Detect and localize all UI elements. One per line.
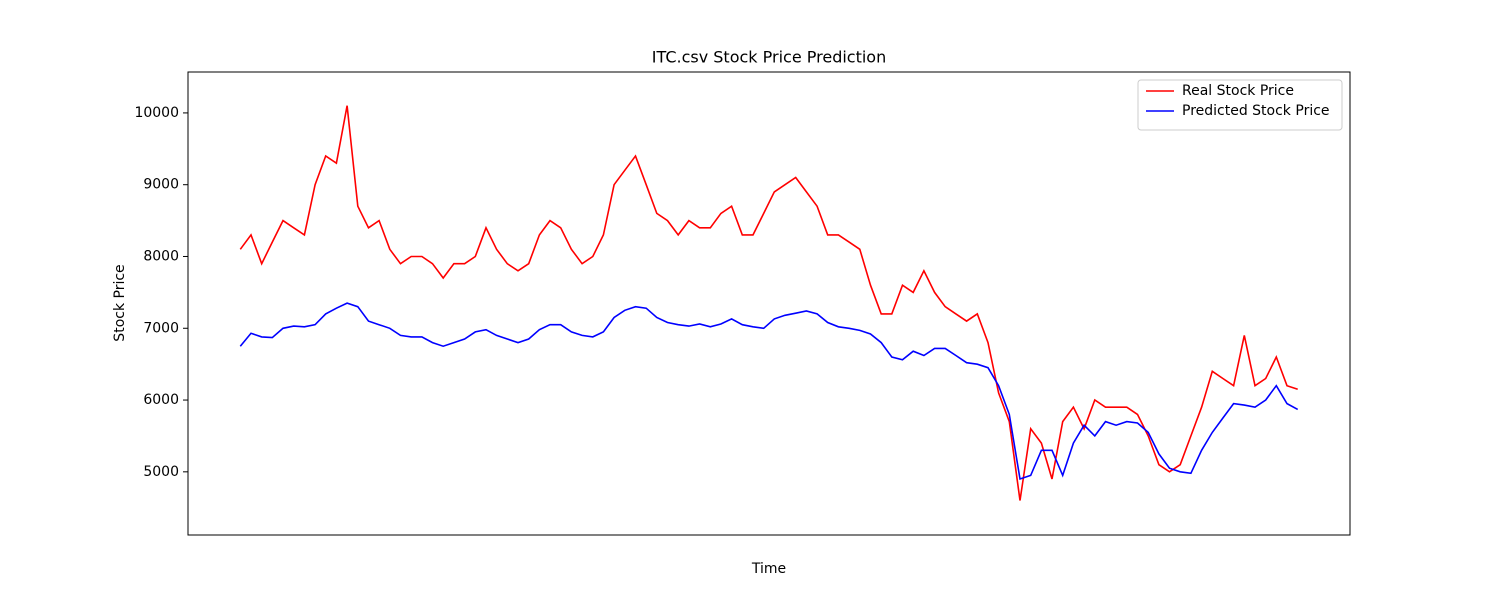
plot-frame <box>187 71 1351 536</box>
x-axis-label: Time <box>751 561 786 577</box>
y-tick-label: 5000 <box>143 464 179 480</box>
y-tick-label: 8000 <box>143 248 179 264</box>
y-axis-label: Stock Price <box>112 264 128 341</box>
series-line <box>239 105 1298 501</box>
series-line <box>239 302 1299 481</box>
legend-label: Real Stock Price <box>1182 83 1294 99</box>
legend-box <box>1137 79 1343 131</box>
y-tick-label: 9000 <box>143 177 179 193</box>
y-tick-label: 10000 <box>134 105 179 121</box>
chart-title: ITC.csv Stock Price Prediction <box>652 48 886 67</box>
legend-label: Predicted Stock Price <box>1182 103 1330 119</box>
y-tick-label: 6000 <box>143 392 179 408</box>
y-tick-label: 7000 <box>143 320 179 336</box>
